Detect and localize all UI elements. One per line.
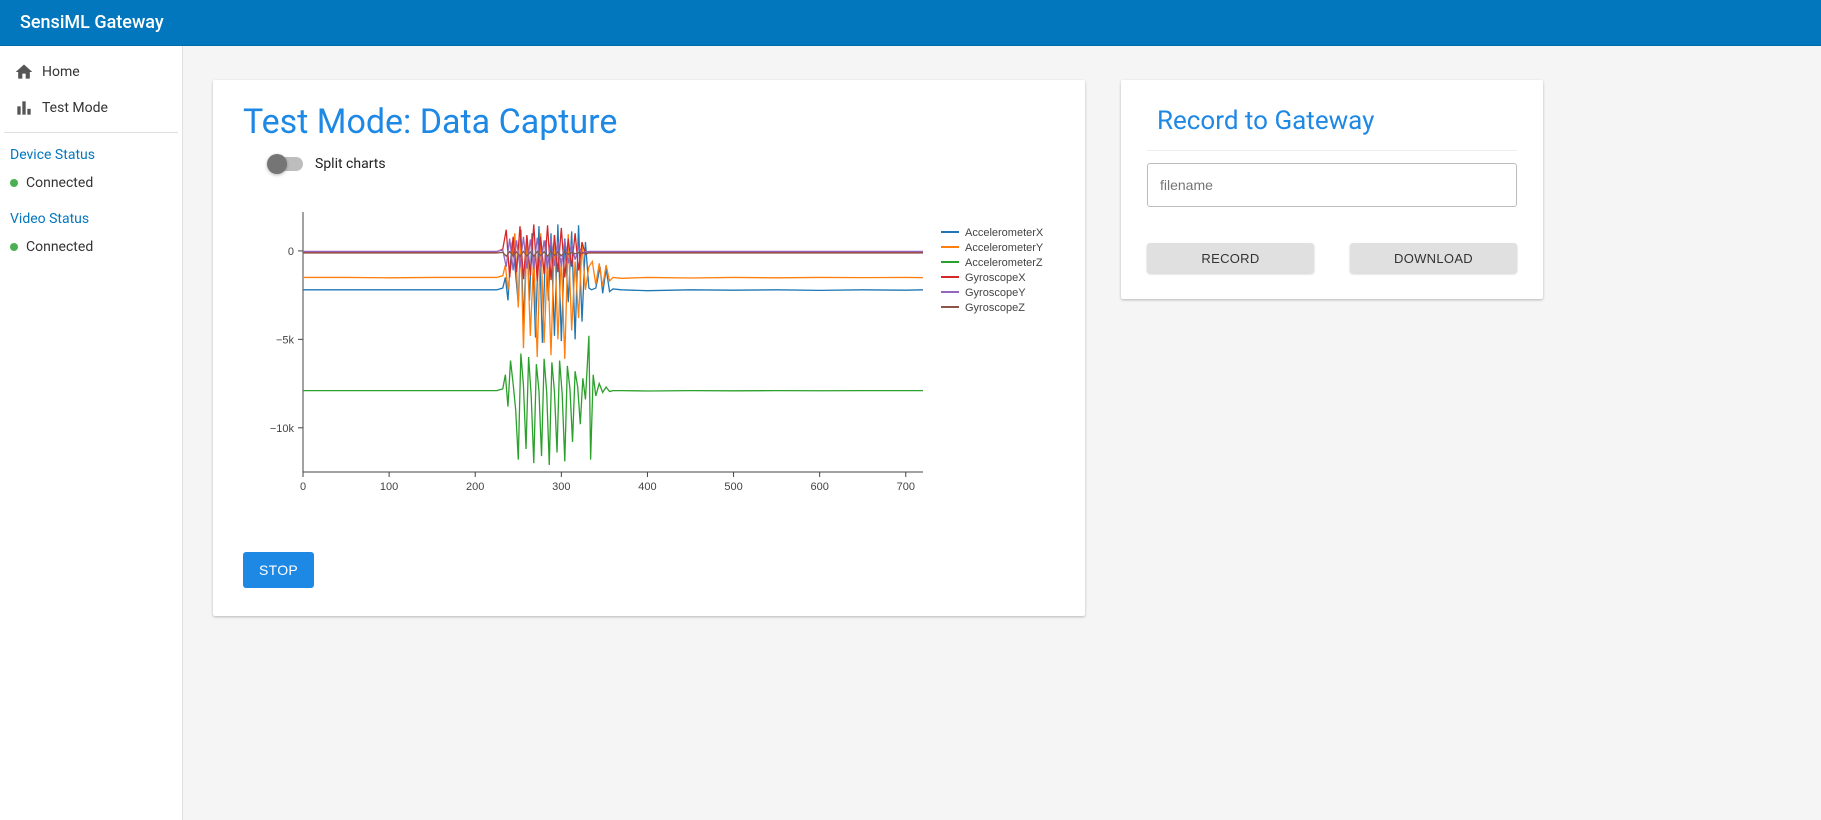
page-title: Test Mode: Data Capture [243,102,1055,142]
svg-text:0: 0 [300,481,306,493]
bar-chart-icon [14,98,42,118]
svg-text:200: 200 [466,481,484,493]
sidebar: Home Test Mode Device Status Connected V… [0,46,183,820]
svg-text:AccelerometerZ: AccelerometerZ [965,257,1043,269]
svg-text:GyroscopeZ: GyroscopeZ [965,302,1025,314]
device-status-heading: Device Status [0,143,182,171]
split-charts-toggle[interactable] [269,157,303,171]
svg-text:400: 400 [638,481,656,493]
nav-home-label: Home [42,64,80,80]
nav-test-mode-label: Test Mode [42,100,108,116]
stop-button[interactable]: STOP [243,552,314,588]
home-icon [14,62,42,82]
record-card: Record to Gateway RECORD DOWNLOAD [1121,80,1543,299]
video-status: Connected [0,235,182,271]
video-status-label: Connected [26,239,93,255]
nav-divider [4,132,178,133]
download-button[interactable]: DOWNLOAD [1350,243,1517,273]
nav-home[interactable]: Home [0,54,182,90]
device-status-label: Connected [26,175,93,191]
svg-text:0: 0 [288,246,294,258]
sensor-chart[interactable]: −10k −5k 0 0 100 200 300 400 500 600 700 Accelerome… [243,202,1055,512]
svg-text:300: 300 [552,481,570,493]
filename-input[interactable] [1147,163,1517,207]
svg-text:600: 600 [810,481,828,493]
svg-text:700: 700 [897,481,915,493]
app-header: SensiML Gateway [0,0,1821,46]
svg-text:−5k: −5k [276,334,295,346]
svg-text:AccelerometerY: AccelerometerY [965,242,1044,254]
nav-test-mode[interactable]: Test Mode [0,90,182,126]
svg-text:−10k: −10k [270,423,295,435]
svg-text:GyroscopeY: GyroscopeY [965,287,1026,299]
device-status: Connected [0,171,182,207]
svg-text:AccelerometerX: AccelerometerX [965,227,1044,239]
svg-text:100: 100 [380,481,398,493]
data-capture-card: Test Mode: Data Capture Split charts −10… [213,80,1085,616]
app-title: SensiML Gateway [20,12,164,33]
status-dot-icon [10,179,18,187]
status-dot-icon [10,243,18,251]
svg-text:GyroscopeX: GyroscopeX [965,272,1026,284]
video-status-heading: Video Status [0,207,182,235]
content-area: Test Mode: Data Capture Split charts −10… [183,46,1821,820]
svg-text:500: 500 [724,481,742,493]
record-title: Record to Gateway [1147,102,1517,151]
split-charts-label: Split charts [315,156,386,172]
record-button[interactable]: RECORD [1147,243,1314,273]
